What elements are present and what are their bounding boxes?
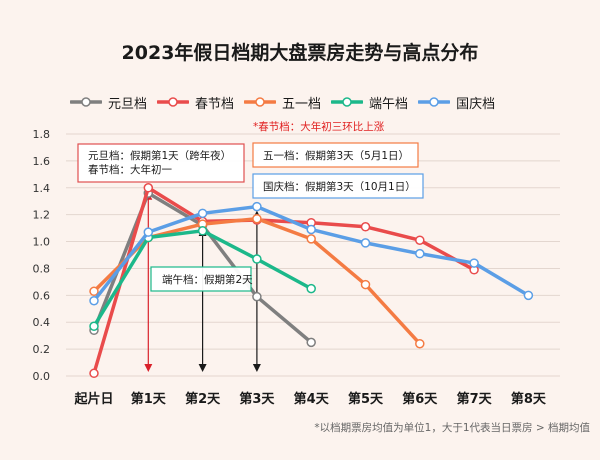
legend-label: 国庆档 [456, 96, 496, 112]
legend-item: 春节档 [157, 93, 234, 112]
x-tick-label: 第5天 [348, 391, 384, 407]
x-tick-label: 第2天 [185, 391, 221, 407]
data-point-春节档 [360, 222, 371, 232]
data-point-五一档 [252, 213, 262, 224]
annotation-box-mayday [252, 142, 419, 168]
legend-item: 国庆档 [418, 93, 495, 112]
data-point-端午档 [197, 226, 208, 236]
x-tick-label: 第7天 [457, 391, 493, 407]
data-point-国庆档 [469, 258, 479, 268]
annotation-text: 春节档：大年初一 [88, 163, 172, 176]
y-tick-label: 1.4 [33, 182, 51, 195]
data-point-端午档 [252, 254, 262, 264]
legend-label: 元旦档 [108, 96, 148, 112]
legend-marker [70, 97, 102, 107]
x-tick-label: 第1天 [131, 391, 167, 407]
data-point-国庆档 [89, 295, 99, 306]
x-tick-label: 第3天 [239, 391, 275, 407]
chart-title: 2023年假日档期大盘票房走势与高点分布 [121, 42, 479, 64]
annotation-text: 端午档：假期第2天 [162, 273, 253, 286]
y-tick-label: 0.8 [33, 262, 51, 275]
y-tick-label: 1.0 [33, 236, 51, 249]
data-point-元旦档 [252, 291, 262, 302]
data-point-国庆档 [360, 238, 371, 248]
legend-marker [331, 97, 364, 107]
data-point-五一档 [89, 286, 99, 297]
legend-item: 元旦档 [70, 93, 147, 112]
x-tick-label: 第6天 [402, 391, 438, 407]
legend-item: 五一档 [244, 93, 321, 112]
data-point-国庆档 [143, 227, 154, 237]
annotation-text: 元旦档：假期第1天（跨年夜） [88, 149, 231, 162]
data-point-国庆档 [415, 248, 425, 259]
annotation-box-dragonboat [150, 266, 252, 292]
data-point-国庆档 [197, 208, 208, 219]
chart-legend: 元旦档 春节档 五一档 端午档 国庆档 [70, 92, 590, 112]
data-point-国庆档 [252, 201, 262, 212]
legend-label: 五一档 [282, 96, 322, 112]
data-point-五一档 [306, 234, 316, 244]
data-point-春节档 [415, 235, 425, 245]
data-point-元旦档 [306, 337, 316, 348]
annotation-box-newyear-spring [77, 143, 245, 183]
data-point-端午档 [306, 283, 316, 294]
y-tick-label: 0.6 [33, 289, 51, 302]
series-line-春节档 [92, 186, 476, 376]
data-point-五一档 [415, 338, 425, 349]
data-point-国庆档 [523, 290, 534, 301]
annotation-text: 五一档：假期第3天（5月1日） [263, 149, 409, 162]
x-tick-label: 第4天 [294, 391, 330, 407]
data-point-春节档 [143, 183, 154, 193]
data-point-端午档 [89, 321, 99, 332]
y-tick-label: 0.2 [33, 343, 51, 356]
y-tick-label: 0.0 [33, 370, 51, 383]
y-tick-label: 1.2 [33, 209, 51, 222]
annotation-box-national [252, 173, 424, 199]
data-point-五一档 [360, 279, 371, 290]
legend-label: 端午档 [369, 96, 409, 112]
y-tick-label: 0.4 [33, 316, 51, 329]
legend-label: 春节档 [195, 96, 235, 112]
legend-marker [418, 97, 451, 107]
annotation-red-note: *春节档：大年初三环比上涨 [253, 120, 385, 133]
x-tick-label: 起片日 [73, 391, 113, 407]
y-tick-label: 1.6 [33, 155, 51, 168]
legend-marker [157, 97, 190, 107]
data-point-春节档 [89, 368, 99, 379]
legend-item: 端午档 [331, 93, 408, 112]
annotation-text: 国庆档：假期第3天（10月1日） [263, 180, 416, 193]
y-tick-label: 1.8 [33, 128, 51, 141]
footnote: *以档期票房均值为单位1，大于1代表当日票房 > 档期均值 [314, 422, 590, 434]
x-tick-label: 第8天 [511, 391, 547, 407]
legend-marker [244, 97, 277, 107]
data-point-国庆档 [306, 224, 316, 235]
